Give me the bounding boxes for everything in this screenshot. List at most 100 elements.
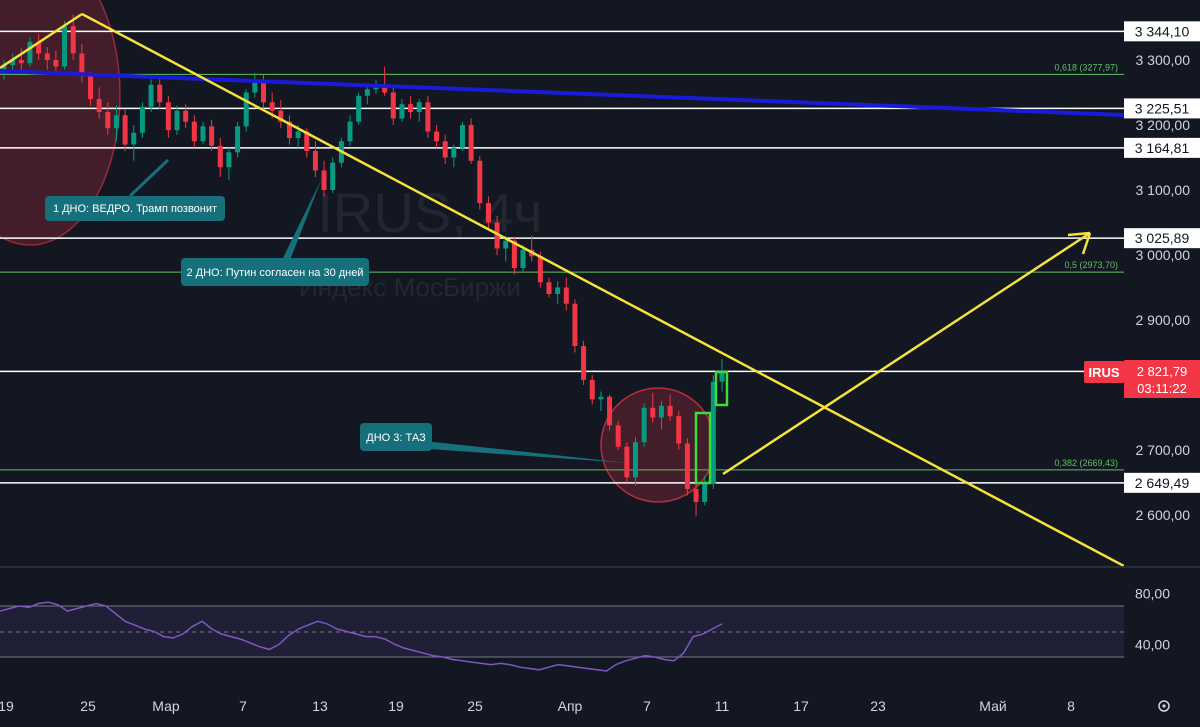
candle[interactable]	[209, 119, 215, 151]
candle[interactable]	[581, 340, 587, 385]
candle[interactable]	[624, 442, 630, 483]
candle[interactable]	[131, 125, 137, 161]
candle[interactable]	[79, 43, 85, 83]
candle[interactable]	[416, 99, 422, 122]
candle[interactable]	[105, 102, 111, 135]
candle[interactable]	[200, 121, 206, 145]
level-label-bg	[1124, 98, 1200, 119]
callout-bottom-1[interactable]: 1 ДНО: ВЕДРО. Трамп позвонит	[45, 158, 225, 221]
candle[interactable]	[62, 21, 68, 70]
candle[interactable]	[710, 375, 716, 489]
candle[interactable]	[174, 105, 180, 135]
candle[interactable]	[494, 216, 500, 255]
candle[interactable]	[235, 121, 241, 158]
candle[interactable]	[598, 391, 604, 412]
candle[interactable]	[442, 134, 448, 164]
yellow-downtrend-line[interactable]	[81, 12, 1124, 566]
candle[interactable]	[18, 48, 24, 70]
candle[interactable]	[684, 438, 690, 496]
candle[interactable]	[434, 125, 440, 148]
candle[interactable]	[165, 95, 171, 138]
candle[interactable]	[650, 392, 656, 423]
candle[interactable]	[139, 102, 145, 138]
candle[interactable]	[312, 141, 318, 177]
candle[interactable]	[96, 87, 102, 119]
candle[interactable]	[676, 411, 682, 450]
time-tick-label: Май	[979, 698, 1006, 714]
last-price-tag[interactable]: IRUS 2 821,79 03:11:22	[1084, 360, 1200, 398]
level-label-bg	[1124, 472, 1200, 493]
candle[interactable]	[88, 71, 94, 106]
candle[interactable]	[667, 394, 673, 421]
candle[interactable]	[113, 105, 119, 142]
candle[interactable]	[555, 281, 561, 304]
time-tick-label: 23	[870, 698, 886, 714]
rsi-pane[interactable]: 80,00 40,00	[0, 585, 1170, 672]
candle[interactable]	[563, 277, 569, 311]
candle[interactable]	[44, 47, 50, 70]
candle[interactable]	[286, 115, 292, 145]
candle[interactable]	[485, 196, 491, 230]
callout-3-text: ДНО 3: ТАЗ	[366, 432, 426, 444]
symbol-tag: IRUS	[1088, 365, 1119, 380]
level-label-bg	[1124, 228, 1200, 249]
level-label-bg	[1124, 137, 1200, 158]
candle[interactable]	[191, 115, 197, 148]
candle[interactable]	[468, 118, 474, 165]
candle[interactable]	[702, 476, 708, 506]
candle[interactable]	[364, 84, 370, 105]
gear-icon[interactable]	[1158, 700, 1170, 712]
yellow-target-arrow[interactable]	[722, 231, 1091, 476]
time-axis[interactable]: 19 25 Мар 7 13 19 25 Апр 7 11 17 23 Май 8	[0, 698, 1075, 714]
candle[interactable]	[459, 121, 465, 151]
candle[interactable]	[632, 437, 638, 486]
candle[interactable]	[572, 299, 578, 353]
candle[interactable]	[278, 100, 284, 129]
candle[interactable]	[157, 78, 163, 109]
candle[interactable]	[477, 156, 483, 210]
callout-bottom-3[interactable]: ДНО 3: ТАЗ	[360, 423, 628, 463]
green-box-breakout[interactable]	[694, 411, 712, 485]
candle[interactable]	[607, 394, 613, 431]
level-label: 2 649,49	[1135, 475, 1190, 491]
yellow-rising-line[interactable]	[0, 12, 83, 70]
candle[interactable]	[53, 50, 59, 73]
candle[interactable]	[615, 420, 621, 450]
candle[interactable]	[122, 108, 128, 151]
level-label-bg	[1124, 21, 1200, 42]
candle[interactable]	[425, 95, 431, 138]
candle[interactable]	[658, 401, 664, 430]
candle[interactable]	[226, 147, 232, 181]
candle[interactable]	[183, 104, 189, 129]
candle[interactable]	[641, 403, 647, 447]
candle[interactable]	[36, 34, 42, 60]
candle[interactable]	[148, 79, 154, 113]
candle[interactable]	[382, 66, 388, 96]
blue-trend-line[interactable]	[0, 69, 1124, 117]
time-tick-label: Апр	[558, 698, 583, 714]
candle[interactable]	[546, 277, 552, 298]
candle[interactable]	[399, 99, 405, 122]
candle[interactable]	[719, 359, 725, 392]
candle[interactable]	[589, 375, 595, 405]
price-tick-label: 3 000,00	[1136, 247, 1191, 263]
candle[interactable]	[27, 37, 33, 67]
candle[interactable]	[693, 481, 699, 517]
candle[interactable]	[252, 73, 258, 98]
candle[interactable]	[70, 14, 76, 61]
callout-bottom-2[interactable]: 2 ДНО: Путин согласен на 30 дней	[181, 178, 369, 286]
candle[interactable]	[390, 87, 396, 125]
green-box-last[interactable]	[714, 370, 729, 407]
candle[interactable]	[243, 89, 249, 132]
candle[interactable]	[330, 157, 336, 194]
candle[interactable]	[217, 138, 223, 177]
candle[interactable]	[356, 92, 362, 126]
candle[interactable]	[347, 115, 353, 146]
time-tick-label: 25	[80, 698, 96, 714]
candle[interactable]	[321, 160, 327, 197]
candle[interactable]	[520, 245, 526, 272]
candle[interactable]	[451, 144, 457, 168]
candle[interactable]	[408, 96, 414, 119]
rsi-line[interactable]	[0, 601, 723, 672]
